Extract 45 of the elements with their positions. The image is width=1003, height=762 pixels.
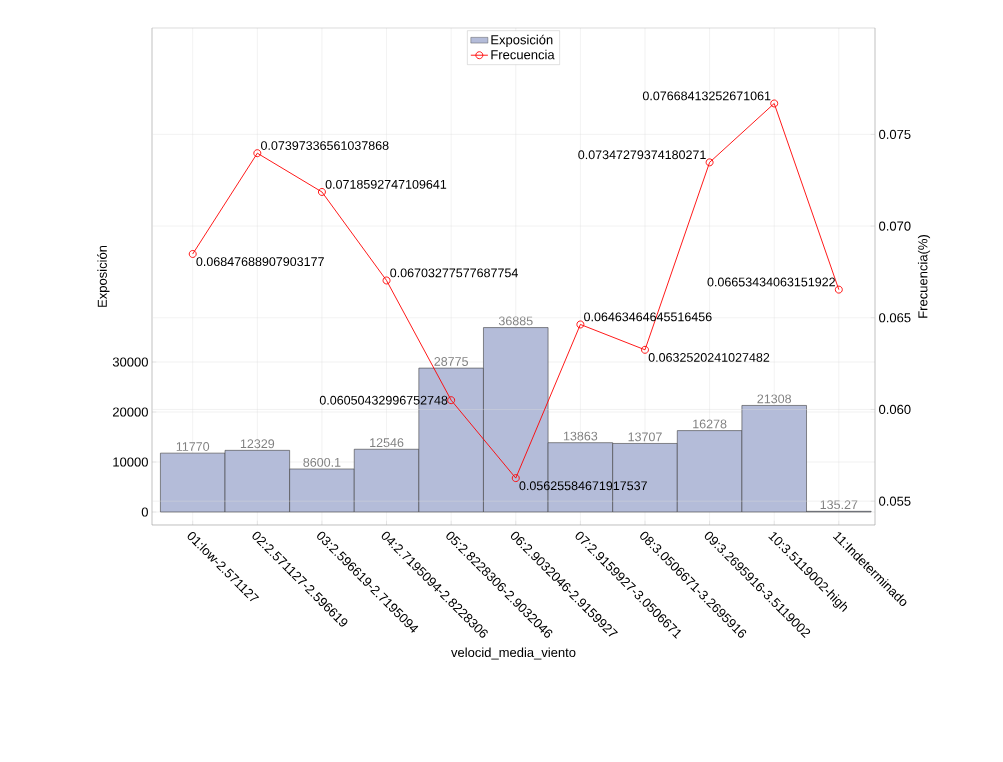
legend-label: Frecuencia xyxy=(491,49,555,60)
data-label: 135.27 xyxy=(820,500,858,510)
y2-tick-label: 0.060 xyxy=(879,404,911,415)
data-label: 0.0632520241027482 xyxy=(648,353,770,362)
data-label: 0.07668413252671061 xyxy=(642,91,771,101)
y-axis-title: Exposición xyxy=(97,245,110,307)
data-label: 0.05625584671917537 xyxy=(519,481,647,491)
legend-label: Exposición xyxy=(491,34,553,47)
point xyxy=(382,276,391,285)
data-label: 0.06703277577687754 xyxy=(390,268,518,278)
point xyxy=(770,99,779,108)
point xyxy=(253,149,262,158)
point xyxy=(576,320,585,329)
point xyxy=(641,345,649,354)
y-tick-label: 10000 xyxy=(113,457,148,467)
data-label: 28775 xyxy=(434,357,469,366)
data-label: 12329 xyxy=(240,439,275,449)
y2-tick-label: 0.055 xyxy=(879,496,911,506)
data-label: 11770 xyxy=(176,442,210,451)
data-label: 12546 xyxy=(370,438,404,448)
point xyxy=(834,285,843,294)
point xyxy=(188,250,197,258)
point xyxy=(511,474,520,483)
data-label: 0.0718592747109641 xyxy=(325,179,447,189)
y2-tick-label: 0.070 xyxy=(879,221,911,231)
y2-axis-title: Frecuencia(%) xyxy=(917,235,931,318)
data-label: 0.07397336561037868 xyxy=(261,141,389,150)
point xyxy=(705,158,714,167)
data-label: 8600.1 xyxy=(303,457,341,467)
data-label: 21308 xyxy=(757,394,792,404)
point xyxy=(317,188,326,196)
data-label: 13707 xyxy=(628,432,662,442)
data-label: 0.07347279374180271 xyxy=(578,150,706,160)
y-tick-label: 0 xyxy=(141,507,148,517)
y-tick-label: 30000 xyxy=(112,357,148,367)
data-label: 13863 xyxy=(563,431,598,441)
x-axis-title: velocid_media_viento xyxy=(451,647,576,660)
data-label: 0.06653434063151922 xyxy=(707,277,835,287)
data-label: 0.06847688907903177 xyxy=(196,257,324,267)
y2-tick-label: 0.075 xyxy=(879,129,911,139)
y2-tick-label: 0.065 xyxy=(879,313,911,323)
y-tick-label: 20000 xyxy=(112,407,148,417)
data-label: 16278 xyxy=(693,419,727,429)
data-label: 36885 xyxy=(498,316,533,326)
data-label: 0.06050432996752748 xyxy=(319,395,448,405)
